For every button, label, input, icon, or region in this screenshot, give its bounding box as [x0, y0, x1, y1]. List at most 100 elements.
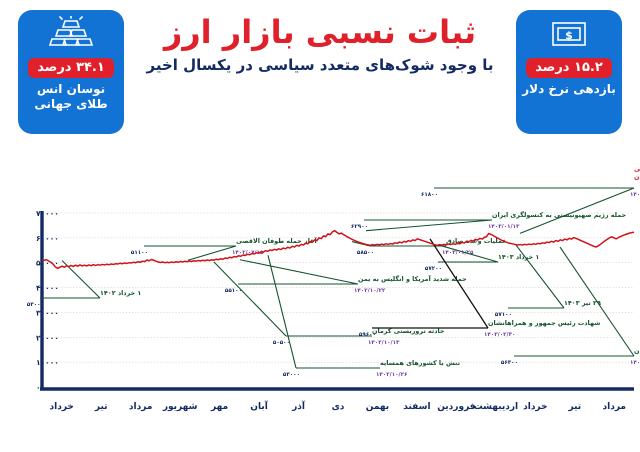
x-tick-label: مرداد: [129, 402, 153, 412]
annotation-label: حادثه تروریستی کرمان: [372, 327, 445, 335]
y-tick-label: ۳۰۰۰۰: [36, 308, 59, 317]
gold-bars-icon: [48, 16, 94, 46]
y-tick-label: ۷۰۰۰۰: [36, 209, 59, 218]
annotation: شهادت رئیس جمهور و همراهانشان ۵۹۶۰۰ ۱۴۰۳/۰…: [359, 238, 600, 338]
annotation-leader: [267, 255, 297, 369]
x-tick-label: خرداد: [50, 402, 74, 412]
annotation-value: ۵۷۲۰۰: [425, 266, 442, 272]
annotation-date: ۱۱ مرداد ۱۴۰۳: [630, 360, 640, 366]
badge-dollar-percent: ۱۵.۲ درصد: [526, 58, 612, 79]
header: ۳۴.۱ درصد نوسان انس طلای جهانی ثبات نسبی…: [0, 0, 640, 140]
annotation-label: ۱ خرداد ۱۴۰۳: [498, 253, 539, 261]
badge-gold-caption: نوسان انس طلای جهانی: [34, 82, 108, 111]
x-tick-label: آذر: [291, 400, 306, 412]
svg-text:$: $: [565, 29, 573, 42]
y-tick-label: ۲۰۰۰۰: [36, 333, 59, 342]
annotation-value: ۵۵۱۰۰: [225, 288, 242, 294]
chart-canvas: ۰ ۱۰۰۰۰ ۲۰۰۰۰ ۳۰۰۰۰ ۴۰۰۰۰ ۵۰۰۰۰ ۶۰۰۰۰ ۷۰۰۰۰ خرد…: [27, 165, 640, 412]
x-tick-label: مرداد: [603, 402, 627, 412]
annotation-leader: [187, 245, 237, 261]
annotation: شهادت اسماعیل هنیه در تهران ۵۶۳۰۰ ۱۱ مرداد…: [501, 246, 640, 366]
annotation-value: ۵۶۳۰۰: [501, 360, 518, 366]
y-tick-label: ۰: [36, 383, 41, 392]
annotation-date: ۱۴۰۲/۱۰/۲۶: [376, 372, 407, 378]
badge-gold-percent: ۳۴.۱ درصد: [28, 58, 114, 79]
annotation: آغاز حمله طوفان الاقصی ۵۱۱۰۰ ۱۴۰۲/۰۷/۱۵: [131, 236, 317, 261]
x-tick-label: فروردین: [437, 402, 475, 412]
annotation-label: عملیات وعده صادق: [446, 237, 507, 245]
annotation-label: تشدید تنش‌ها بین رژیم صهیونیستی: [634, 165, 640, 173]
annotation-value: ۵۸۵۰۰: [357, 250, 374, 256]
y-tick-label: ۵۰۰۰۰: [36, 259, 59, 268]
annotation-date: ۱۴۰۲/۰۷/۱۵: [232, 250, 264, 256]
annotation-leader: [559, 246, 635, 357]
y-tick-label: ۱۰۰۰۰: [36, 358, 59, 367]
gridlines: [42, 212, 634, 363]
exchange-rate-line: [41, 229, 635, 270]
annotation-date: ۱۴۰۳/۰۱/۱۳: [488, 224, 520, 230]
x-tick-label: آبان: [250, 400, 268, 412]
annotation-value: ۵۷۱۰۰: [495, 312, 512, 318]
annotation-label: و حزب‌الله لبنان همزمان با دور اول انتخا…: [634, 173, 640, 181]
annotation-leader: [239, 259, 359, 285]
y-tick-label: ۴۰۰۰۰: [36, 284, 59, 293]
annotations: ۱ خرداد ۱۴۰۲ ۵۳۰۰۰ آغاز حمله طوفان الاقصی ۵…: [27, 165, 640, 378]
annotation-label: شهادت اسماعیل هنیه در تهران: [634, 347, 640, 355]
x-tick-label: اسفند: [403, 402, 430, 412]
annotation-leader: [519, 187, 635, 234]
annotation-label: حمله رژیم صهیونیستی به کنسولگری ایران: [492, 211, 627, 219]
annotation-leader: [437, 244, 499, 263]
annotation-date: ۱۴۰۲/۱۰/۲۲: [354, 288, 386, 294]
annotation-value: ۵۱۱۰۰: [131, 250, 148, 256]
x-tick-label: تیر: [94, 402, 108, 412]
badge-gold: ۳۴.۱ درصد نوسان انس طلای جهانی: [18, 10, 124, 134]
annotation-leader: [213, 261, 287, 337]
annotation-date: ۱۴۰۳/۰۱/۲۵: [442, 250, 474, 256]
annotation-date: ۱۴۰۲/۱۰/۱۳: [368, 340, 400, 346]
annotation: حادثه تروریستی کرمان ۵۰۵۰۰ ۱۴۰۲/۱۰/۱۳: [213, 261, 445, 346]
annotation: ۲۹ تیر ۱۴۰۳ ۵۷۱۰۰: [495, 244, 601, 318]
annotation: حمله رژیم صهیونیستی به کنسولگری ایران ۶۲۹…: [351, 211, 627, 232]
badge-dollar: $ ۱۵.۲ درصد بازدهی نرخ دلار: [516, 10, 622, 134]
annotation-leader: [515, 244, 565, 309]
page-title: ثبات نسبی بازار ارز: [163, 13, 477, 51]
badge-dollar-caption: بازدهی نرخ دلار: [522, 82, 616, 97]
dollar-banknote-icon: $: [552, 22, 586, 46]
annotation-value: ۶۱۸۰۰: [421, 192, 438, 198]
annotation: تشدید تنش‌ها بین رژیم صهیونیستیو حزب‌الل…: [421, 165, 640, 234]
annotation-value: ۵۹۶۰۰: [359, 332, 376, 338]
x-axis-ticks: خرداد تیر مرداد شهریور مهر آبان آذر دی بهمن اسفند…: [50, 400, 626, 412]
annotation: تنش با کشورهای همسایه ۵۳۰۰۰ ۱۴۰۲/۱۰/۲۶: [267, 255, 460, 378]
annotation-date: ۱۴۰۳/۰۲/۳۰: [484, 332, 515, 338]
annotation-label: حمله شدید آمریکا و انگلیس به یمن: [358, 274, 467, 283]
annotation-value: ۵۰۵۰۰: [273, 340, 290, 346]
x-tick-label: مهر: [210, 402, 228, 412]
annotation-label: ۲۹ تیر ۱۴۰۳: [564, 299, 601, 307]
annotation-value: ۶۲۹۰۰: [351, 224, 368, 230]
annotation-leader: [365, 219, 493, 232]
annotation-label: آغاز حمله طوفان الاقصی: [236, 236, 317, 245]
annotation-date: ۸ تیر ۱۴۰۳: [630, 192, 640, 198]
y-tick-label: ۶۰۰۰۰: [36, 234, 59, 243]
annotation: حمله شدید آمریکا و انگلیس به یمن ۵۵۱۰۰ ۱۴۰…: [225, 259, 467, 294]
x-tick-label: تیر: [567, 402, 581, 412]
axes: [40, 211, 634, 391]
annotation: عملیات وعده صادق ۵۸۵۰۰ ۱۴۰۳/۰۱/۲۵: [351, 237, 507, 256]
x-tick-label: اردیبهشت: [474, 402, 519, 412]
x-tick-label: بهمن: [366, 402, 389, 412]
annotation-label: تنش با کشورهای همسایه: [380, 359, 460, 367]
annotation-label: ۱ خرداد ۱۴۰۲: [100, 289, 141, 297]
x-tick-label: خرداد: [523, 402, 547, 412]
annotation: ۱ خرداد ۱۴۰۳ ۵۷۲۰۰: [425, 244, 539, 272]
annotation-value: ۵۳۰۰۰: [283, 372, 300, 378]
title-block: ثبات نسبی بازار ارز با وجود شوک‌های متعد…: [132, 14, 508, 74]
x-tick-label: دی: [332, 402, 345, 412]
x-tick-label: شهریور: [162, 402, 198, 412]
annotation-value: ۵۳۰۰۰: [27, 302, 44, 308]
y-axis-ticks: ۰ ۱۰۰۰۰ ۲۰۰۰۰ ۳۰۰۰۰ ۴۰۰۰۰ ۵۰۰۰۰ ۶۰۰۰۰ ۷۰۰۰۰: [36, 209, 59, 392]
annotation-label: شهادت رئیس جمهور و همراهانشان: [488, 319, 600, 327]
annotation-leader: [429, 238, 489, 329]
page-subtitle: با وجود شوک‌های متعدد سیاسی در یکسال اخی…: [146, 55, 494, 74]
currency-rate-chart: ۰ ۱۰۰۰۰ ۲۰۰۰۰ ۳۰۰۰۰ ۴۰۰۰۰ ۵۰۰۰۰ ۶۰۰۰۰ ۷۰۰۰۰ خرد…: [0, 150, 640, 452]
